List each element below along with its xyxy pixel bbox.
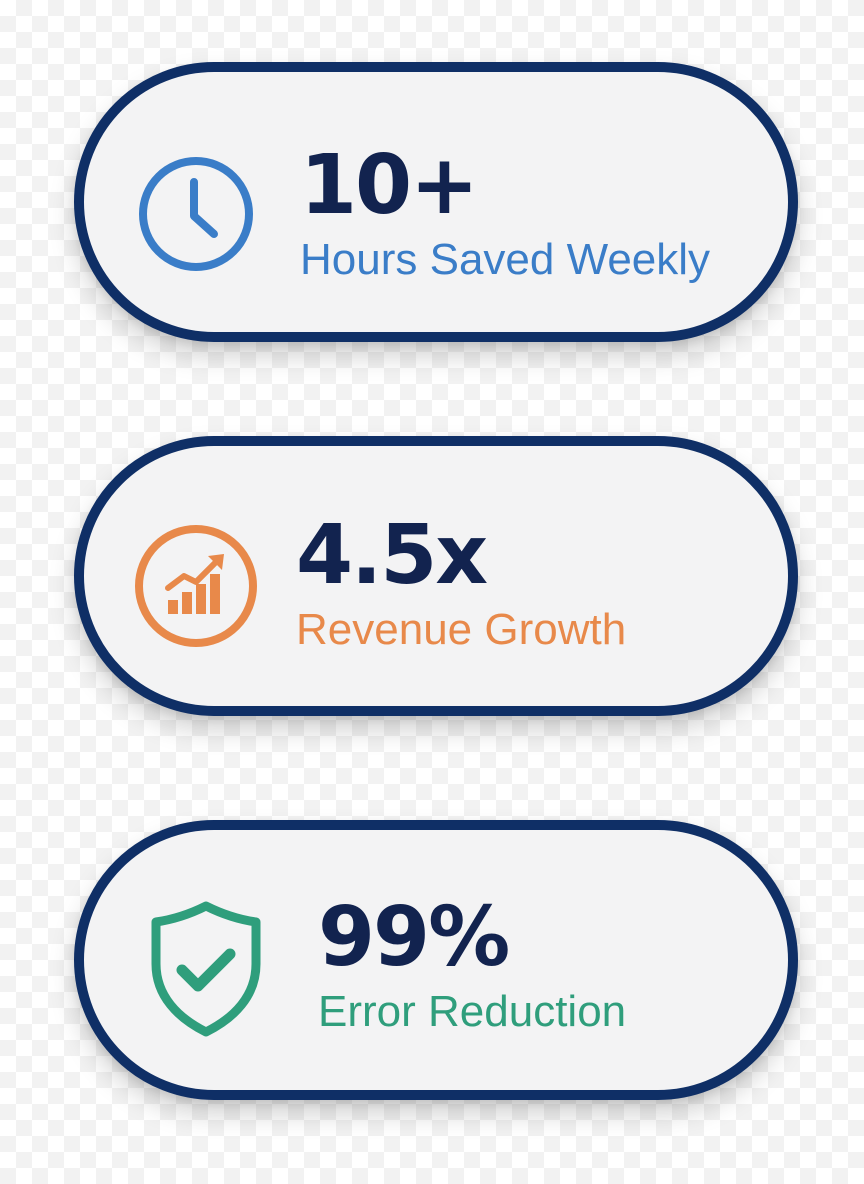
clock-icon xyxy=(139,157,253,271)
stat-card-revenue-growth: 4.5x Revenue Growth xyxy=(74,436,798,716)
stat-text: 10+ Hours Saved Weekly xyxy=(300,138,710,288)
stat-card-error-reduction: 99% Error Reduction xyxy=(74,820,798,1100)
stat-value: 99% xyxy=(318,890,510,985)
shield-check-icon xyxy=(151,901,261,1037)
stat-label: Hours Saved Weekly xyxy=(300,235,711,284)
stat-text: 4.5x Revenue Growth xyxy=(296,508,626,658)
stat-value: 10+ xyxy=(300,138,479,233)
stat-text: 99% Error Reduction xyxy=(318,890,626,1040)
stat-label: Error Reduction xyxy=(318,987,627,1036)
stat-label: Revenue Growth xyxy=(296,605,627,654)
growth-chart-icon xyxy=(135,525,257,647)
stat-card-hours-saved: 10+ Hours Saved Weekly xyxy=(74,62,798,342)
stat-value: 4.5x xyxy=(296,508,488,603)
